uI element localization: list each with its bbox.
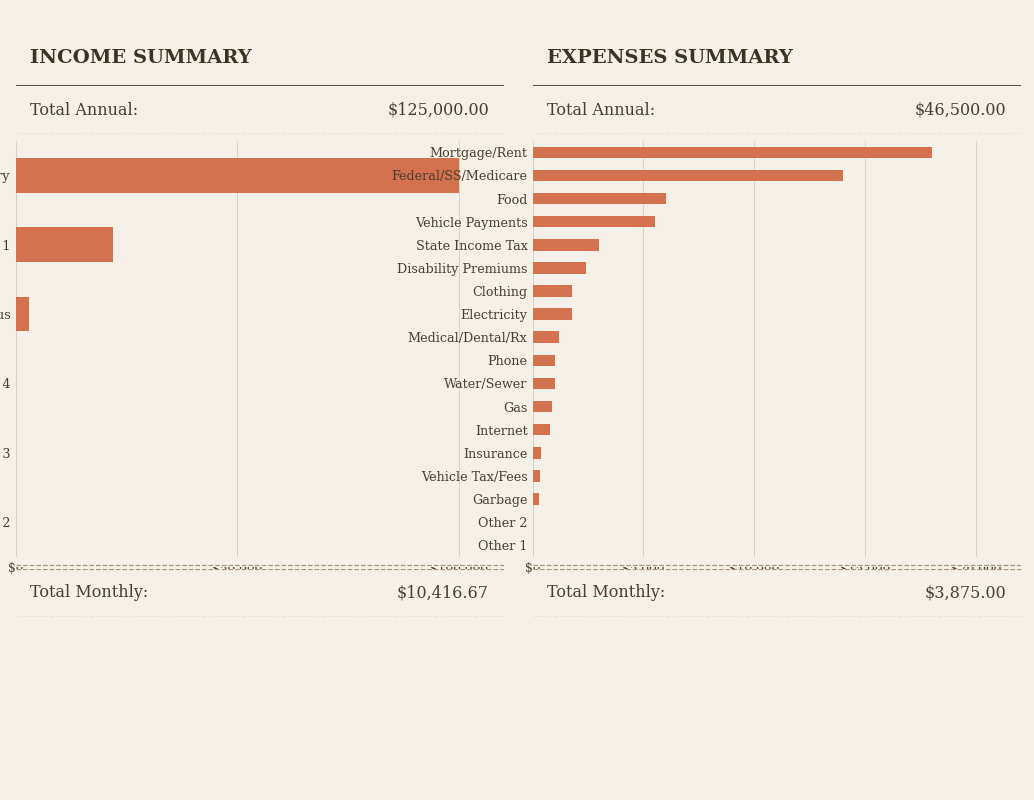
Bar	[533, 447, 542, 458]
Bar	[16, 158, 459, 193]
Bar	[533, 424, 550, 435]
Text: Total Monthly:: Total Monthly:	[30, 584, 149, 602]
Text: $10,416.67: $10,416.67	[397, 584, 489, 602]
Bar	[533, 239, 599, 250]
Text: EXPENSES SUMMARY: EXPENSES SUMMARY	[547, 49, 793, 67]
Bar	[533, 193, 666, 204]
Bar	[16, 227, 113, 262]
Bar	[533, 146, 932, 158]
Text: $46,500.00: $46,500.00	[914, 102, 1006, 119]
Text: INCOME SUMMARY: INCOME SUMMARY	[30, 49, 252, 67]
Bar	[533, 378, 554, 390]
Bar	[533, 262, 585, 274]
Text: Total Annual:: Total Annual:	[30, 102, 139, 119]
Bar	[533, 401, 552, 412]
Text: Total Monthly:: Total Monthly:	[547, 584, 666, 602]
Bar	[533, 331, 559, 343]
Bar	[533, 308, 573, 320]
Bar	[533, 494, 539, 505]
Bar	[533, 170, 843, 182]
Bar	[533, 216, 655, 227]
Text: Total Annual:: Total Annual:	[547, 102, 656, 119]
Bar	[533, 470, 541, 482]
Text: $125,000.00: $125,000.00	[387, 102, 489, 119]
Bar	[16, 297, 29, 331]
Bar	[533, 354, 554, 366]
Text: $3,875.00: $3,875.00	[924, 584, 1006, 602]
Bar	[533, 286, 573, 297]
